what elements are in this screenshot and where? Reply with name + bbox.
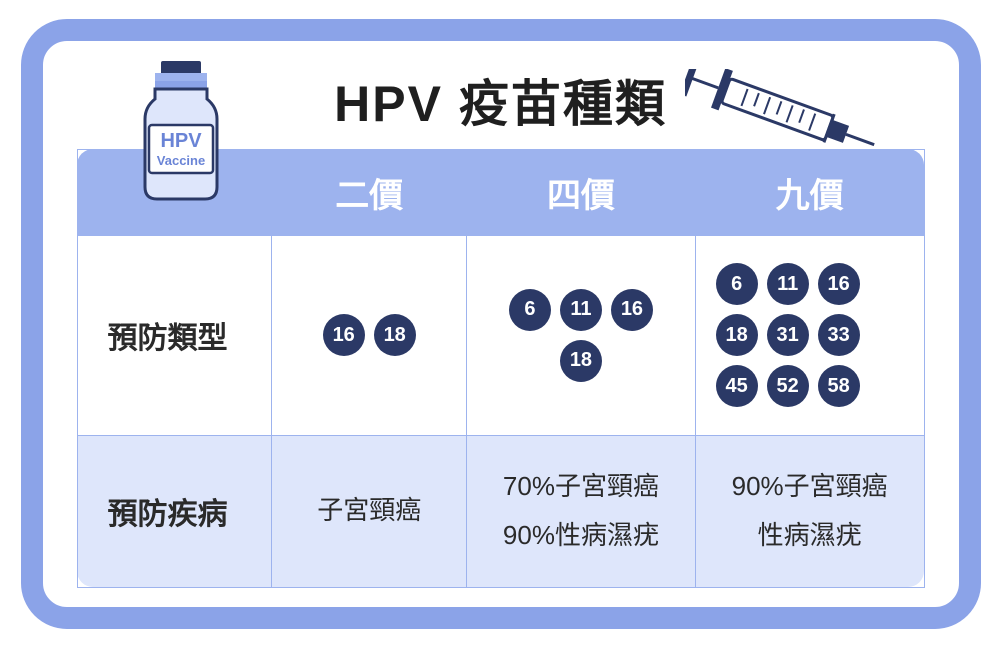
disease-line: 子宮頸癌 xyxy=(317,486,421,535)
disease-line: 90%性病濕疣 xyxy=(503,511,659,560)
row-prevention-disease: 預防疾病 子宮頸癌 70%子宮頸癌90%性病濕疣 90%子宮頸癌性病濕疣 xyxy=(77,435,924,587)
vaccine-table: 二價 四價 九價 預防類型 1618 6111618 6111618313345… xyxy=(77,149,925,588)
rowhead-types: 預防類型 xyxy=(77,235,272,435)
hpv-type-chip: 16 xyxy=(323,314,365,356)
hpv-type-chip: 45 xyxy=(716,365,758,407)
hpv-type-chip: 16 xyxy=(818,263,860,305)
hpv-type-chip: 18 xyxy=(374,314,416,356)
hpv-type-chip: 6 xyxy=(716,263,758,305)
hpv-type-chip: 16 xyxy=(611,289,653,331)
rowhead-disease: 預防疾病 xyxy=(77,435,272,587)
hpv-type-chip: 31 xyxy=(767,314,809,356)
vial-label-line1: HPV xyxy=(160,130,202,152)
page-title: HPV 疫苗種類 xyxy=(334,64,667,136)
header-bivalent: 二價 xyxy=(272,149,467,235)
disease-line: 性病濕疣 xyxy=(732,511,888,560)
hpv-type-chip: 58 xyxy=(818,365,860,407)
row-prevention-types: 預防類型 1618 6111618 61116183133455258 xyxy=(77,235,924,435)
vial-label-line2: Vaccine xyxy=(156,153,204,168)
cell-types-nonavalent: 61116 183133 455258 xyxy=(695,235,924,435)
hpv-type-chip: 52 xyxy=(767,365,809,407)
hpv-type-chip: 18 xyxy=(560,340,602,382)
cell-disease-nonavalent: 90%子宮頸癌性病濕疣 xyxy=(695,435,924,587)
cell-types-bivalent: 1618 xyxy=(272,235,467,435)
vaccine-vial-icon: HPV Vaccine xyxy=(135,59,227,205)
header-quadrivalent: 四價 xyxy=(467,149,696,235)
disease-line: 90%子宮頸癌 xyxy=(732,462,888,511)
cell-disease-bivalent: 子宮頸癌 xyxy=(272,435,467,587)
infographic-frame: HPV 疫苗種類 xyxy=(21,19,981,629)
hpv-type-chip: 18 xyxy=(716,314,758,356)
hpv-type-chip: 6 xyxy=(509,289,551,331)
header-nonavalent: 九價 xyxy=(695,149,924,235)
hpv-type-chip: 33 xyxy=(818,314,860,356)
syringe-icon xyxy=(685,69,885,149)
hpv-type-chip: 11 xyxy=(560,289,602,331)
disease-line: 70%子宮頸癌 xyxy=(503,462,659,511)
title-row: HPV 疫苗種類 xyxy=(77,65,925,135)
cell-disease-quadrivalent: 70%子宮頸癌90%性病濕疣 xyxy=(467,435,696,587)
hpv-type-chip: 11 xyxy=(767,263,809,305)
cell-types-quadrivalent: 6111618 xyxy=(467,235,696,435)
